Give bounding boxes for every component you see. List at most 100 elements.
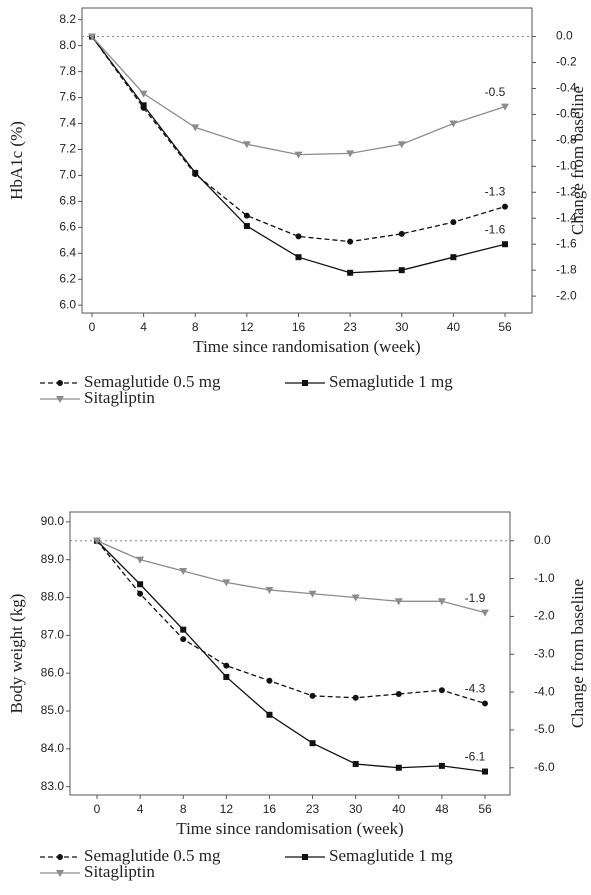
y2-axis-title: Change from baseline — [568, 579, 587, 728]
marker — [243, 223, 250, 230]
marker — [266, 711, 273, 718]
marker — [309, 740, 316, 747]
marker — [180, 626, 187, 633]
y-axis-title: Body weight (kg) — [7, 594, 26, 714]
data-label: -0.5 — [485, 85, 506, 99]
x-axis-title: Time since randomisation (week) — [193, 337, 420, 356]
marker — [482, 700, 488, 707]
marker — [265, 586, 274, 594]
data-label: -1.6 — [485, 222, 506, 236]
marker — [397, 141, 406, 149]
chart: 83.0 84.0 85.0 86.0 87.0 88.0 89.0 90.0 -6.0 -5.0… — [7, 511, 587, 881]
marker — [395, 690, 402, 697]
y2-tick-label: -0.8 — [556, 133, 577, 147]
y-tick-label: 7.2 — [59, 142, 76, 156]
marker — [191, 124, 200, 132]
legend-label: Sitagliptin — [84, 388, 155, 407]
x-tick-label: 30 — [349, 802, 363, 816]
y2-tick-label: -1.4 — [556, 210, 577, 224]
y-tick-label: 84.0 — [41, 741, 65, 755]
x-tick-label: 12 — [220, 802, 234, 816]
marker — [398, 267, 405, 274]
marker — [351, 594, 360, 602]
marker — [57, 854, 63, 860]
y-tick-label: 87.0 — [41, 628, 65, 642]
marker — [243, 212, 250, 219]
marker — [223, 662, 230, 669]
marker — [93, 537, 101, 545]
marker — [352, 694, 359, 701]
legend-label: Semaglutide 1 mg — [329, 372, 453, 391]
marker — [449, 120, 458, 128]
marker — [136, 556, 145, 564]
y-axis-title: HbA1c (%) — [7, 121, 26, 200]
y-tick-label: 6.2 — [59, 271, 76, 285]
x-tick-label: 16 — [263, 802, 277, 816]
x-tick-label: 56 — [498, 320, 512, 334]
legend-item: Semaglutide 1 mg — [285, 846, 453, 865]
chart: 6.0 6.2 6.4 6.6 6.8 7.0 7.2 7.4 7.6 7.8 8.0 8.2 0.0 -… — [7, 7, 587, 407]
marker — [302, 854, 308, 860]
marker — [450, 219, 457, 226]
y2-tick-label: 0.0 — [534, 533, 551, 547]
y-tick-label: 85.0 — [41, 703, 65, 717]
marker — [481, 609, 489, 617]
marker — [294, 151, 303, 159]
y-tick-label: 6.6 — [59, 220, 76, 234]
y2-tick-label: -1.2 — [556, 184, 577, 198]
marker — [308, 590, 317, 598]
legend-item: Semaglutide 0.5 mg — [40, 846, 221, 865]
y2-tick-label: -1.0 — [534, 571, 555, 585]
marker — [56, 870, 64, 877]
marker — [394, 598, 403, 606]
y-tick-label: 7.8 — [59, 64, 76, 78]
marker — [56, 396, 64, 403]
y2-tick-label: -0.6 — [556, 107, 577, 121]
marker — [242, 141, 251, 149]
data-label: -1.3 — [485, 185, 506, 199]
y2-tick-label: -4.0 — [534, 684, 555, 698]
y2-tick-label: -2.0 — [534, 609, 555, 623]
marker — [179, 568, 188, 576]
legend-label: Sitagliptin — [84, 862, 155, 881]
marker — [438, 687, 445, 694]
marker — [395, 764, 402, 771]
y-tick-label: 86.0 — [41, 665, 65, 679]
legend-item: Semaglutide 1 mg — [285, 372, 453, 391]
y2-tick-label: -1.6 — [556, 236, 577, 250]
y-tick-label: 6.4 — [59, 245, 76, 259]
legend-item: Sitagliptin — [40, 862, 155, 881]
y2-tick-label: -1.8 — [556, 262, 577, 276]
series-line — [96, 540, 486, 773]
marker — [347, 238, 354, 245]
marker — [295, 254, 302, 261]
x-tick-label: 12 — [240, 320, 254, 334]
y-tick-label: 83.0 — [41, 779, 65, 793]
x-tick-label: 16 — [292, 320, 306, 334]
marker — [450, 254, 457, 261]
plot-frame — [69, 511, 511, 796]
marker — [266, 677, 273, 684]
x-tick-label: 40 — [447, 320, 461, 334]
y-tick-label: 7.6 — [59, 90, 76, 104]
data-label: -1.9 — [465, 591, 486, 605]
y2-tick-label: -0.4 — [556, 81, 577, 95]
marker — [137, 581, 144, 588]
y2-tick-label: 0.0 — [556, 29, 573, 43]
series-line — [91, 36, 506, 156]
y2-tick-label: -3.0 — [534, 646, 555, 660]
y-tick-label: 89.0 — [41, 552, 65, 566]
marker — [137, 590, 144, 597]
y-tick-label: 7.0 — [59, 168, 76, 182]
legend-item: Semaglutide 0.5 mg — [40, 372, 221, 391]
legend-item: Sitagliptin — [40, 388, 155, 407]
marker — [398, 230, 405, 237]
marker — [437, 598, 446, 606]
series-line — [96, 540, 486, 614]
y2-tick-label: -6.0 — [534, 760, 555, 774]
marker — [482, 768, 488, 775]
y2-axis-title: Change from baseline — [568, 86, 587, 235]
marker — [309, 692, 316, 699]
